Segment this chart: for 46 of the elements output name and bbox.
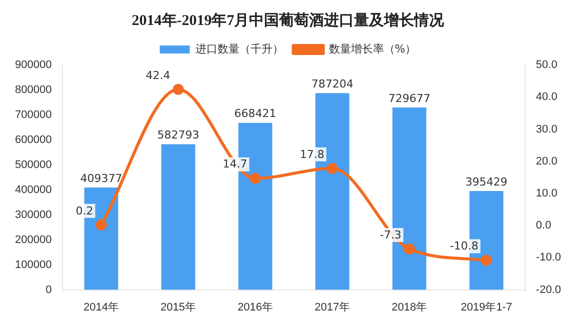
point [250, 172, 261, 184]
x-tick-label: 2016年 [238, 301, 274, 314]
data-label: 787204 [311, 78, 354, 91]
data-label: 0.2 [76, 204, 94, 218]
data-label: -7.3 [380, 228, 402, 242]
data-label: 395429 [465, 175, 508, 188]
point [404, 244, 415, 255]
y-tick-label: 700000 [14, 108, 52, 121]
y2-tick-label: -10.0 [536, 252, 562, 264]
y2-tick-label: -20.0 [536, 284, 562, 296]
data-label: 42.4 [146, 68, 170, 82]
data-label: 14.7 [222, 158, 248, 171]
chart-title: 2014年-2019年7月中国葡萄酒进口量及增长情况 [132, 12, 446, 29]
y2-tick-label: 50.0 [536, 59, 558, 72]
data-label: -10.8 [450, 240, 478, 253]
y-tick-label: 0 [46, 284, 52, 296]
point [326, 162, 338, 174]
x-tick-label: 2017年 [314, 301, 350, 314]
y2-tick-label: 40.0 [536, 91, 558, 104]
data-label: 729677 [388, 92, 430, 105]
x-tick-label: 2019年1-7 [460, 301, 512, 314]
y-tick-label: 900000 [14, 59, 52, 72]
legend-label: 数量增长率（%） [328, 42, 416, 56]
data-label: 668421 [234, 107, 276, 120]
y2-tick-label: 0.0 [536, 220, 552, 232]
bar [161, 144, 196, 290]
x-tick-label: 2015年 [160, 301, 196, 314]
data-label: 582793 [157, 128, 200, 142]
x-tick-label: 2018年 [392, 301, 428, 314]
y-tick-label: 400000 [14, 184, 52, 196]
y-tick-label: 200000 [14, 234, 52, 246]
y2-tick-label: 20.0 [536, 155, 558, 168]
y2-tick-label: 10.0 [536, 187, 558, 200]
data-label: 17.8 [300, 148, 324, 161]
y2-tick-label: 30.0 [536, 123, 558, 136]
y-tick-label: 300000 [14, 208, 52, 221]
point [480, 254, 492, 266]
point [172, 84, 184, 95]
y-tick-label: 500000 [14, 158, 52, 171]
y-tick-label: 600000 [14, 134, 52, 146]
legend-label: 进口数量（千升） [195, 42, 284, 56]
data-label: 409377 [80, 172, 122, 185]
y-tick-label: 100000 [14, 258, 52, 271]
x-tick-label: 2014年 [83, 301, 119, 314]
y-tick-label: 800000 [14, 84, 52, 96]
point [96, 219, 107, 230]
